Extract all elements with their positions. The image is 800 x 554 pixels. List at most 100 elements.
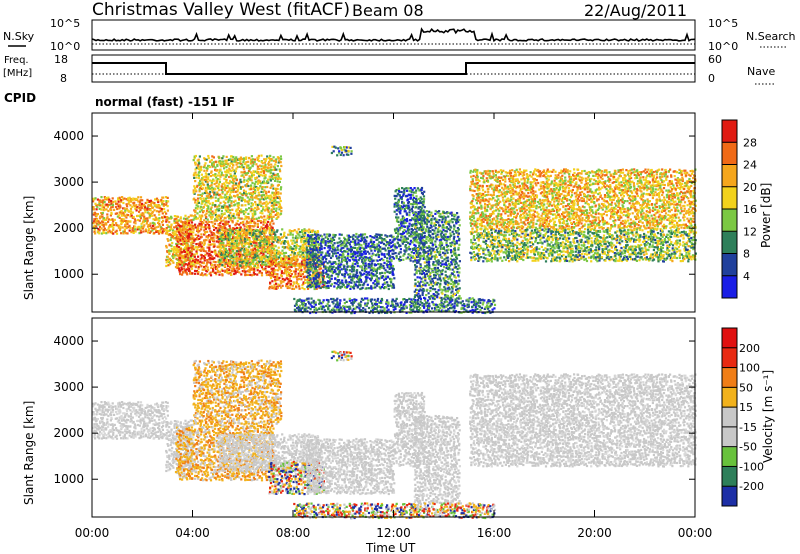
power-cell (112, 204, 114, 206)
power-cell (244, 211, 246, 213)
power-cell (238, 202, 240, 204)
power-cell (261, 212, 263, 214)
power-cell (195, 162, 197, 164)
cpid-label: CPID (4, 91, 36, 105)
power-cell (203, 210, 205, 212)
power-cell (247, 274, 249, 276)
power-cell (190, 219, 192, 221)
power-cell (216, 191, 218, 193)
power-cell (195, 265, 197, 267)
power-cell (222, 174, 224, 176)
power-cell (191, 237, 193, 239)
power-cell (166, 216, 168, 218)
power-cell (116, 233, 118, 235)
power-cell (254, 183, 256, 185)
power-cell (126, 205, 128, 207)
power-cell (234, 200, 236, 202)
power-cell (183, 267, 185, 269)
power-cell (130, 231, 132, 233)
power-cell (121, 196, 123, 198)
power-cell (146, 199, 148, 201)
power-cell (264, 221, 266, 223)
power-cell (107, 210, 109, 212)
freq-panel-frame (92, 55, 695, 82)
power-cell (191, 272, 193, 274)
power-cell (103, 232, 105, 234)
power-cell (191, 221, 193, 223)
power-cell (254, 210, 256, 212)
power-cell (268, 207, 270, 209)
power-cell (226, 179, 228, 181)
power-cell (234, 217, 236, 219)
power-cell (102, 224, 104, 226)
power-cell (166, 230, 168, 232)
power-cell (205, 200, 207, 202)
power-cell (114, 219, 116, 221)
power-cell (112, 227, 114, 229)
power-cell (243, 168, 245, 170)
power-cell (238, 207, 240, 209)
power-cell (250, 188, 252, 190)
power-cell (247, 185, 249, 187)
power-cell (214, 188, 216, 190)
power-cell (246, 193, 248, 195)
power-cell (192, 258, 194, 260)
power-cell (199, 190, 201, 192)
power-cell (218, 183, 220, 185)
power-cell (240, 231, 242, 233)
power-cell (235, 156, 237, 158)
power-cell (222, 226, 224, 228)
power-cell (244, 204, 246, 206)
power-cell (216, 164, 218, 166)
power-cell (126, 203, 128, 205)
power-cell (198, 177, 200, 179)
power-cell (248, 157, 250, 159)
power-cell (223, 204, 225, 206)
power-cell (200, 166, 202, 168)
power-cell (270, 214, 272, 216)
power-cell (226, 174, 228, 176)
power-cell (213, 266, 215, 268)
power-cell (249, 225, 251, 227)
power-cell (195, 171, 197, 173)
power-cell (204, 164, 206, 166)
power-cell (208, 200, 210, 202)
power-cell (102, 204, 104, 206)
power-cell (209, 230, 211, 232)
power-cell (229, 194, 231, 196)
power-cell (202, 193, 204, 195)
power-cell (206, 173, 208, 175)
power-cell (197, 256, 199, 258)
power-cell (148, 205, 150, 207)
power-cell (193, 159, 195, 161)
power-cell (265, 201, 267, 203)
power-cell (253, 174, 255, 176)
power-cell (245, 156, 247, 158)
power-cell (268, 227, 270, 229)
nsky-trace (92, 29, 695, 41)
power-cell (214, 264, 216, 266)
power-cell (223, 219, 225, 221)
noise-panel-frame (92, 20, 695, 50)
power-cell (268, 195, 270, 197)
power-cell (251, 196, 253, 198)
power-cell (206, 192, 208, 194)
power-cell (206, 274, 208, 276)
power-cell (198, 223, 200, 225)
power-cell (207, 183, 209, 185)
power-cell (182, 227, 184, 229)
power-cell (207, 176, 209, 178)
power-cell (228, 199, 230, 201)
power-cell (254, 201, 256, 203)
power-cell (270, 172, 272, 174)
power-cell (224, 217, 226, 219)
power-cell (176, 234, 178, 236)
power-cell (202, 176, 204, 178)
power-cell (263, 215, 265, 217)
power-cell (259, 180, 261, 182)
power-cell (139, 220, 141, 222)
power-cell (208, 244, 210, 246)
power-cell (222, 155, 224, 157)
power-cell (255, 203, 257, 205)
radar-figure: Christmas Valley West (fitACF) Beam 08 2… (0, 0, 800, 554)
